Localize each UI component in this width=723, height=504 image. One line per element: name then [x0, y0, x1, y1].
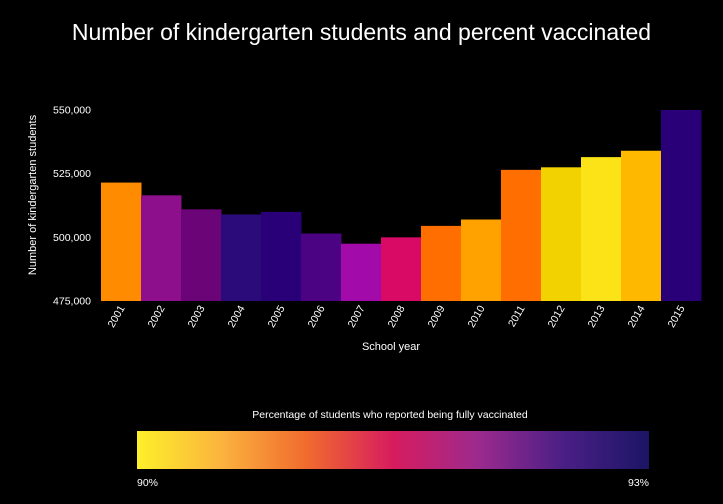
legend-max-label: 93%: [628, 477, 649, 489]
bar-2004: [221, 214, 262, 301]
legend-min-label: 90%: [137, 477, 158, 489]
y-tick-label-475000: 475,000: [53, 296, 91, 308]
x-axis-label: School year: [362, 341, 420, 353]
x-tick-label-2010: 2010: [466, 303, 488, 329]
x-tick-label-2003: 2003: [186, 303, 208, 329]
bar-2001: [101, 182, 142, 301]
bar-2012: [541, 167, 582, 301]
bar-2015: [661, 110, 702, 301]
x-tick-label-2009: 2009: [426, 303, 448, 329]
x-tick-label-2006: 2006: [306, 303, 328, 329]
legend-gradient-bar: [137, 431, 649, 469]
y-tick-label-500000: 500,000: [53, 232, 91, 244]
bar-2014: [621, 150, 662, 301]
x-tick-label-2011: 2011: [506, 303, 528, 329]
bars: [101, 110, 702, 301]
x-tick-label-2004: 2004: [226, 303, 248, 329]
y-tick-label-550000: 550,000: [53, 105, 91, 117]
bar-2003: [181, 209, 222, 301]
color-legend: Percentage of students who reported bein…: [137, 409, 649, 489]
bar-2013: [581, 157, 622, 301]
bar-2010: [461, 219, 502, 301]
x-tick-label-2015: 2015: [666, 303, 688, 329]
x-tick-label-2008: 2008: [386, 303, 408, 329]
bar-2002: [141, 195, 182, 301]
bar-2008: [381, 237, 422, 301]
bar-2011: [501, 169, 542, 301]
y-tick-labels: 475,000 500,000 525,000 550,000: [53, 105, 91, 308]
bar-2007: [341, 243, 382, 301]
x-tick-label-2001: 2001: [106, 303, 128, 329]
y-axis-label: Number of kindergarten students: [27, 114, 39, 275]
x-tick-label-2012: 2012: [546, 303, 568, 329]
x-tick-label-2002: 2002: [146, 303, 168, 329]
y-tick-label-525000: 525,000: [53, 168, 91, 180]
bar-2006: [301, 233, 342, 301]
legend-title: Percentage of students who reported bein…: [252, 409, 528, 421]
bar-2009: [421, 225, 462, 301]
x-tick-label-2007: 2007: [346, 303, 368, 329]
x-tick-label-2013: 2013: [586, 303, 608, 329]
x-tick-labels: 2001 2002 2003 2004 2005 2006 2007 2008 2009 2010…: [106, 303, 688, 329]
chart-title: Number of kindergarten students and perc…: [72, 19, 651, 45]
x-tick-label-2005: 2005: [266, 303, 288, 329]
bar-2005: [261, 211, 302, 301]
x-tick-label-2014: 2014: [626, 303, 648, 329]
